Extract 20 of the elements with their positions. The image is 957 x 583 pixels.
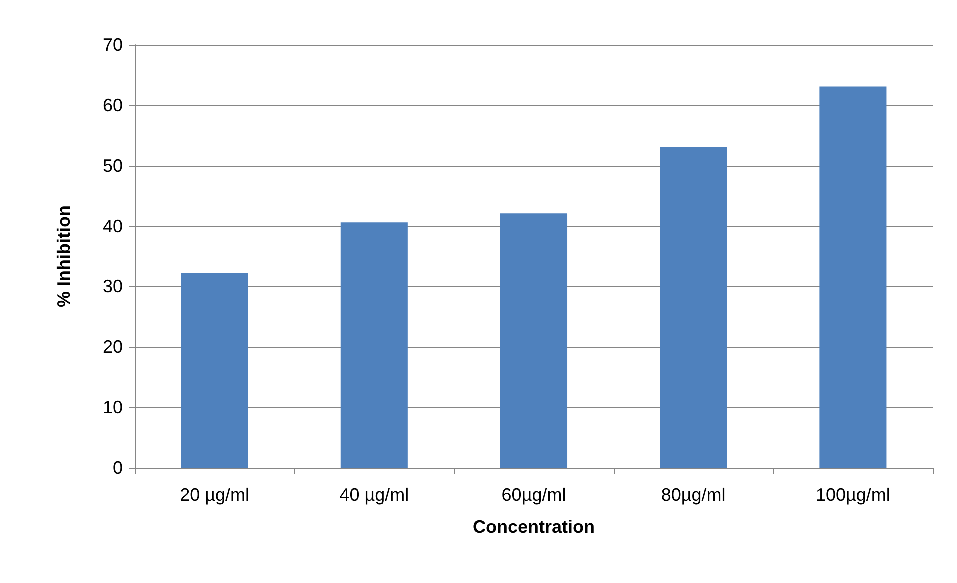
y-tick-label: 70 [102, 35, 123, 55]
y-tick-label: 30 [102, 276, 123, 297]
x-tick-label: 60µg/ml [502, 485, 566, 505]
x-tick-label: 20 µg/ml [180, 485, 250, 505]
bar [820, 86, 887, 468]
y-tick-label: 20 [102, 337, 123, 358]
y-axis-title: % Inhibition [54, 206, 74, 308]
bar [500, 214, 568, 468]
x-tick-label: 100µg/ml [816, 485, 890, 505]
bar [340, 222, 408, 468]
x-tick-label: 80µg/ml [661, 485, 726, 505]
x-tick-label: 40 µg/ml [340, 485, 410, 505]
y-tick-label: 50 [102, 156, 123, 176]
x-axis-title: Concentration [472, 517, 596, 537]
y-tick-label: 10 [102, 398, 123, 418]
y-tick-label: 40 [102, 216, 123, 236]
y-tick-label: 0 [112, 458, 123, 478]
bar [181, 273, 248, 468]
bar [660, 147, 728, 468]
y-tick-label: 60 [102, 95, 123, 116]
